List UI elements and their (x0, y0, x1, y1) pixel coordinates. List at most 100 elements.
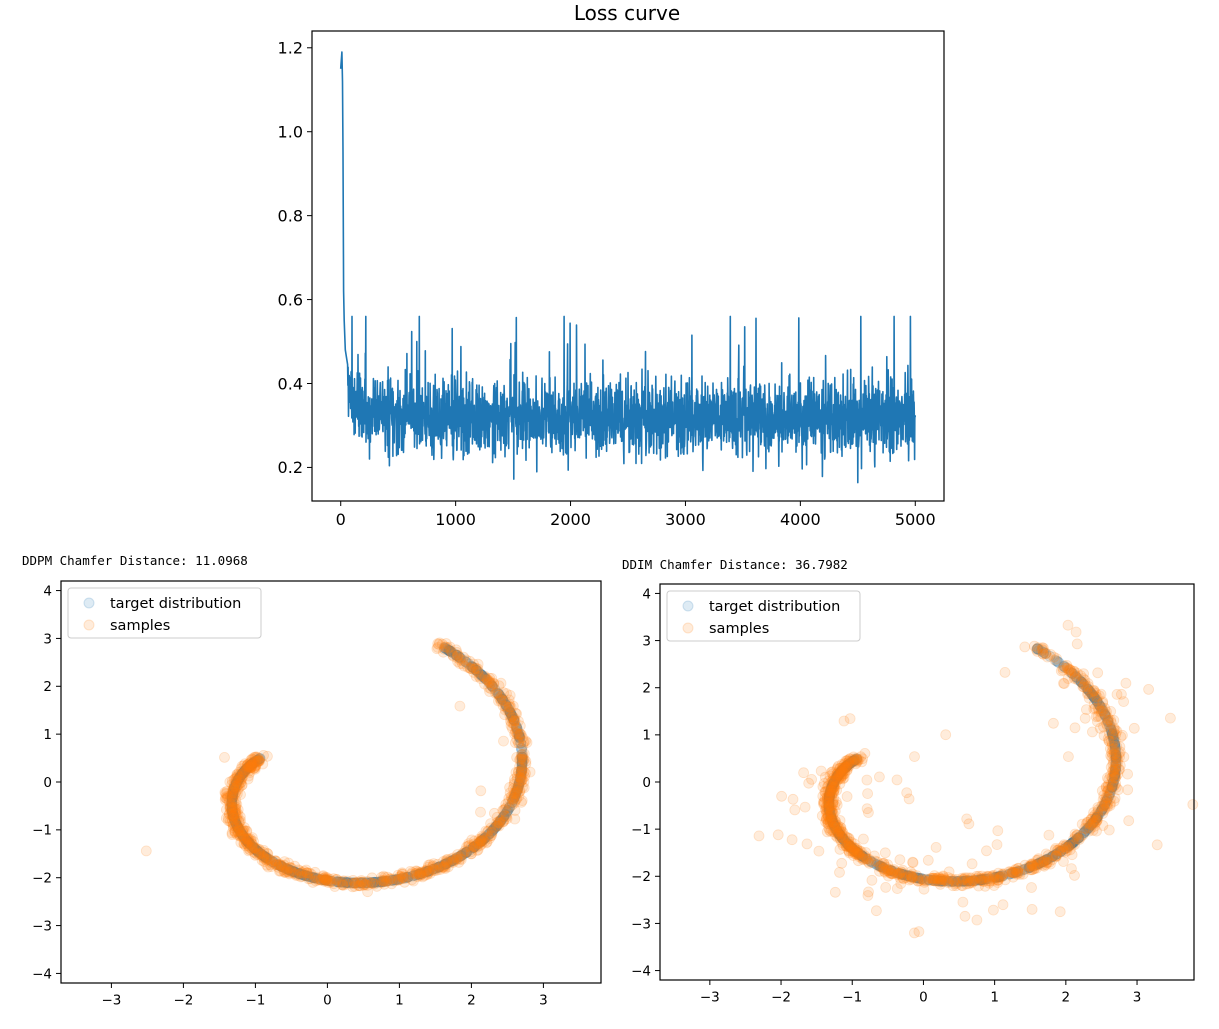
ddpm-point-target (231, 777, 242, 789)
ddpm-point-target (466, 661, 478, 673)
ddpm-point-target (445, 855, 457, 867)
ddpm-point-outlier (475, 806, 486, 818)
ddpm-point-target (504, 707, 516, 718)
ddpm-point-target (470, 664, 482, 676)
ddim-point-outlier (891, 774, 903, 786)
ddpm-point-target (227, 809, 239, 821)
ddpm-point-target (514, 773, 526, 784)
ddpm-point-target (244, 759, 256, 771)
ddim-ytick-label: 3 (642, 633, 651, 649)
ddim-point-sample (863, 857, 875, 869)
ddpm-point-target (242, 837, 254, 848)
ddpm-point-target (295, 868, 307, 880)
ddpm-point-target (364, 877, 376, 888)
ddpm-point-target (308, 872, 320, 884)
ddpm-point-target (516, 754, 528, 766)
ddpm-point-target (423, 865, 434, 877)
ddpm-point-sample (506, 799, 518, 811)
ddim-point-outlier (1081, 704, 1092, 715)
ddpm-point-target (515, 767, 527, 779)
ddpm-point-target (340, 877, 352, 888)
ddpm-point-target (511, 784, 523, 796)
ddim-point-sample (951, 874, 962, 885)
ddpm-point-target (226, 791, 238, 803)
ddpm-point-target (248, 842, 260, 854)
ddpm-point-target (283, 864, 295, 876)
ddim-point-outlier (1066, 863, 1077, 874)
ddpm-point-target (516, 760, 528, 771)
ddpm-point-target (317, 874, 329, 886)
ddpm-point-target (230, 817, 242, 828)
ddpm-point-target (421, 866, 433, 878)
ddpm-point-target (468, 841, 480, 853)
ddim-point-outlier (1187, 799, 1199, 810)
loss-chart: Loss curve 0 1000 2000 3000 4000 5000 0.2 0.4 0.… (278, 1, 945, 529)
ddpm-point-target (227, 810, 239, 822)
ddpm-point-target (445, 646, 457, 658)
ddpm-point-target (233, 823, 245, 835)
ddpm-point-target (476, 669, 487, 681)
ddpm-point-target (226, 796, 238, 808)
ddim-point-outlier (957, 896, 969, 908)
ddpm-point-target (439, 858, 451, 870)
ddpm-point-target (262, 853, 274, 865)
ddpm-point-target (366, 877, 377, 888)
ddpm-point-target (226, 792, 238, 804)
ddpm-point-target (286, 865, 298, 877)
ddpm-point-target (427, 864, 439, 875)
ddpm-point-target (418, 867, 430, 878)
ddpm-point-target (247, 758, 259, 769)
ddpm-point-target (241, 835, 253, 846)
ddpm-point-target (238, 766, 250, 778)
ddpm-point-target (412, 869, 424, 880)
ddpm-point-target (381, 875, 392, 887)
ddpm-point-sample (328, 878, 340, 890)
ddpm-point-target (456, 849, 468, 861)
ddpm-point-target (226, 802, 238, 813)
ddpm-point-target (242, 761, 254, 773)
ddpm-point-target (496, 813, 508, 825)
ddpm-point-sample (274, 858, 286, 870)
ddpm-point-target (228, 784, 240, 796)
ddpm-point-target (501, 806, 513, 817)
ddpm-point-target (502, 703, 514, 715)
ddpm-point-target (415, 868, 427, 880)
ddpm-point-target (249, 843, 261, 855)
ddpm-point-target (232, 822, 244, 834)
ddpm-point-target (511, 722, 523, 734)
ddpm-point-target (248, 757, 260, 769)
ddim-xtick-label: −3 (700, 990, 720, 1006)
ddpm-point-target (333, 876, 345, 888)
ddpm-point-target (486, 680, 498, 692)
ddim-point-outlier (891, 883, 903, 894)
ddpm-point-target (476, 834, 488, 846)
ddpm-ytick-label: −1 (32, 823, 52, 839)
ddpm-point-target (241, 835, 253, 846)
ddpm-point-target (257, 850, 269, 862)
ddim-point-outlier (1070, 626, 1082, 638)
ddpm-point-target (483, 828, 495, 840)
ddim-point-sample (1110, 769, 1121, 781)
ddpm-point-target (514, 731, 525, 743)
ddpm-point-target (320, 874, 332, 886)
ddpm-point-target (314, 873, 326, 885)
ddpm-point-target (511, 786, 522, 798)
ddpm-point-target (500, 699, 512, 710)
ddim-point-outlier (813, 845, 825, 857)
ddpm-point-target (488, 823, 500, 835)
ddpm-point-target (442, 644, 454, 656)
ddpm-point-target (468, 842, 479, 853)
ddpm-point-target (342, 877, 353, 888)
ddpm-point-target (360, 877, 372, 889)
ddpm-point-target (515, 737, 527, 749)
ddpm-point-target (505, 707, 517, 719)
ddpm-point-target (402, 871, 414, 883)
ddpm-point-target (229, 814, 241, 826)
ddpm-ytick-label: −3 (32, 918, 52, 934)
ddpm-point-target (245, 759, 257, 770)
ddpm-point-target (356, 877, 368, 889)
ddpm-chart-title: DDPM Chamfer Distance: 11.0968 (22, 553, 248, 568)
ddpm-point-target (229, 782, 241, 793)
ddpm-point-target (455, 652, 467, 664)
ddpm-xtick-label: 1 (395, 993, 404, 1009)
